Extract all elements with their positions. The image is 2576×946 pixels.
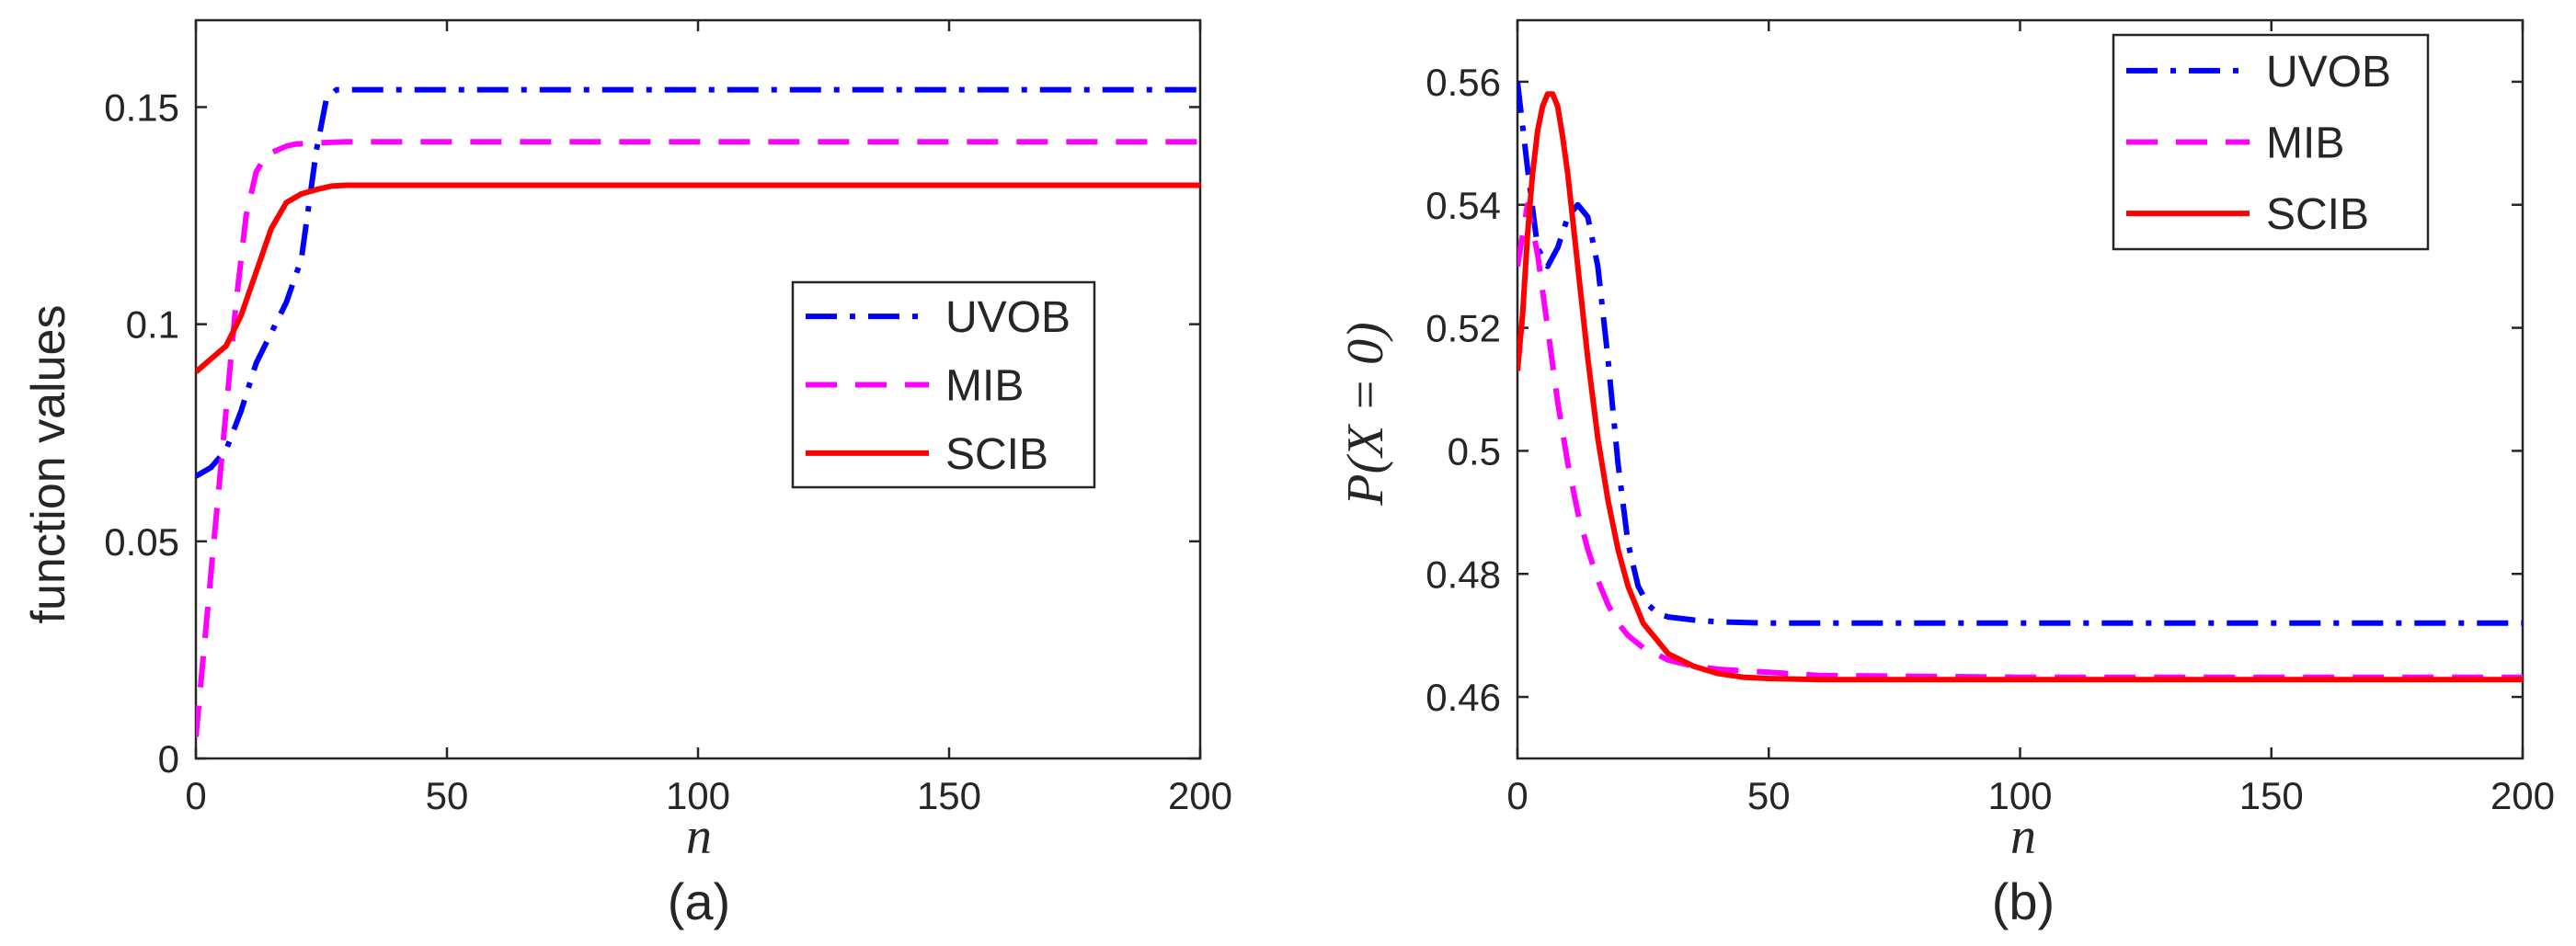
y-tick-label: 0.05 xyxy=(104,520,179,564)
x-tick-label: 50 xyxy=(1747,774,1791,817)
series-line-scib xyxy=(1517,91,2523,683)
x-tick-label: 50 xyxy=(426,774,469,817)
y-axis-label: function values xyxy=(22,305,75,624)
x-tick-label: 0 xyxy=(1506,774,1528,817)
x-tick-label: 100 xyxy=(1987,774,2052,817)
y-tick-label: 0.15 xyxy=(104,85,179,129)
series-line-mib xyxy=(196,139,1200,737)
x-axis-label: n xyxy=(2010,808,2036,865)
y-tick-label: 0.1 xyxy=(126,303,179,347)
series-line-scib xyxy=(196,182,1200,374)
y-tick-label: 0 xyxy=(158,737,179,781)
x-tick-label: 100 xyxy=(666,774,730,817)
legend-label-mib: MIB xyxy=(2266,120,2344,168)
panel-a: function values n (a) 0 50 100 150 200 0 0.05 0… xyxy=(22,18,1232,930)
legend-label-mib: MIB xyxy=(945,362,1024,411)
legend-label-scib: SCIB xyxy=(945,430,1048,479)
legend: UVOB MIB SCIB xyxy=(2112,33,2430,251)
x-tick-label: 150 xyxy=(2239,774,2304,817)
legend: UVOB MIB SCIB xyxy=(791,280,1096,489)
series-line-uvob xyxy=(1517,81,2523,626)
legend-label-uvob: UVOB xyxy=(945,293,1070,342)
y-axis-label: P(X = 0) xyxy=(1337,322,1394,507)
y-tick-label: 0.56 xyxy=(1425,61,1501,104)
series-group xyxy=(196,86,1200,737)
x-axis-label: n xyxy=(686,808,712,865)
y-tick-label: 0.52 xyxy=(1425,307,1501,350)
x-tick-label: 200 xyxy=(1168,774,1232,817)
y-tick-label: 0.54 xyxy=(1425,184,1501,227)
y-tick-label: 0.48 xyxy=(1425,553,1501,596)
series-line-uvob xyxy=(196,86,1200,479)
series-group xyxy=(1517,81,2523,683)
panel-caption: (a) xyxy=(668,872,730,930)
x-tick-label: 150 xyxy=(917,774,981,817)
panel-b: P(X = 0) n (b) 0 50 100 150 200 0.46 0.48 0.5 0.… xyxy=(1337,18,2555,930)
legend-label-uvob: UVOB xyxy=(2266,48,2391,97)
panel-caption: (b) xyxy=(1992,872,2055,930)
y-tick-label: 0.46 xyxy=(1425,676,1501,719)
series-line-mib xyxy=(1517,201,2523,680)
x-tick-label: 0 xyxy=(185,774,206,817)
legend-label-scib: SCIB xyxy=(2266,190,2369,239)
y-tick-label: 0.5 xyxy=(1448,429,1501,473)
x-tick-label: 200 xyxy=(2490,774,2555,817)
